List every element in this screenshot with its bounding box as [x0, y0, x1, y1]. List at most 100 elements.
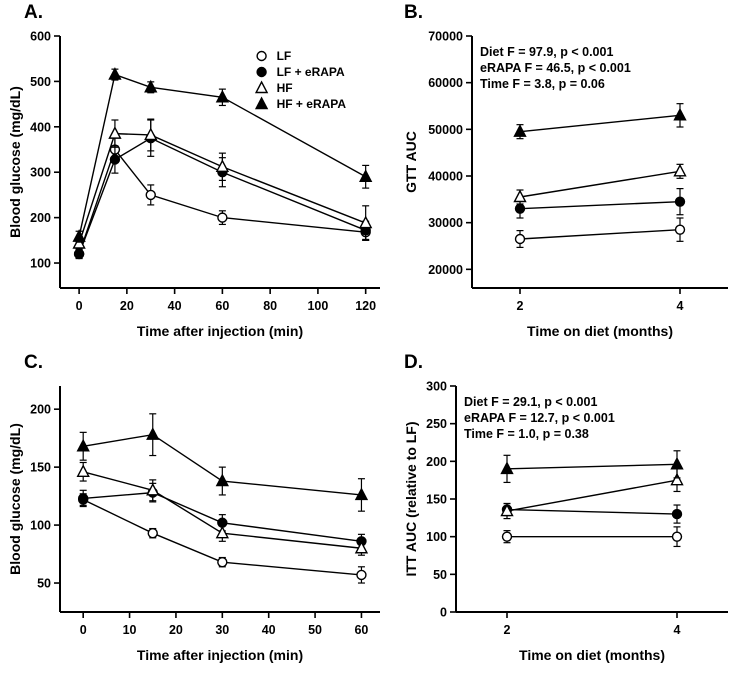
- chart-A-gtt-curves: 0 20 40 60 80 100 120 100 200 300 400 500 600 Time af…: [7, 30, 380, 339]
- series-line-HF+eRAPA: [506, 463, 678, 470]
- data-point-marker: [256, 50, 267, 62]
- y-tick-label: 100: [30, 257, 51, 271]
- series-line-HF: [506, 479, 678, 512]
- panel-B: B. 2 4 20000 30000 40000 50000 60000 70000 Time …: [402, 2, 746, 348]
- data-point-marker: [514, 233, 526, 245]
- x-tick-label: 0: [76, 299, 83, 313]
- y-tick-label: 200: [30, 403, 51, 417]
- data-point-marker: [670, 456, 684, 470]
- data-point-marker: [215, 525, 229, 539]
- panel-label-A: A.: [24, 2, 43, 23]
- panel-label-D: D.: [404, 352, 423, 373]
- y-tick-label: 200: [426, 455, 447, 469]
- stats-annotation-line: Diet F = 29.1, p < 0.001: [464, 395, 597, 409]
- data-point-marker: [674, 224, 686, 235]
- x-tick-label: 100: [307, 299, 328, 313]
- y-tick-label: 100: [426, 530, 447, 544]
- y-tick-label: 500: [30, 75, 51, 89]
- x-tick-label: 40: [262, 623, 276, 637]
- x-tick-label: 4: [674, 623, 681, 637]
- x-tick-label: 80: [263, 299, 277, 313]
- data-point-marker: [354, 487, 369, 501]
- y-tick-label: 300: [30, 166, 51, 180]
- stats-annotation-line: Time F = 1.0, p = 0.38: [464, 427, 589, 441]
- data-point-marker: [671, 508, 683, 520]
- data-point-marker: [76, 464, 90, 477]
- data-point-marker: [673, 107, 687, 121]
- data-point-marker: [671, 531, 683, 542]
- x-tick-label: 2: [504, 623, 511, 637]
- data-point-marker: [146, 482, 160, 496]
- series-line-LF: [82, 498, 362, 576]
- data-point-marker: [109, 154, 121, 165]
- y-tick-label: 250: [426, 417, 447, 431]
- x-tick-label: 60: [354, 623, 368, 637]
- data-point-marker: [513, 124, 527, 137]
- y-tick-label: 600: [30, 30, 51, 44]
- y-tick-label: 300: [426, 380, 447, 394]
- data-point-marker: [254, 80, 269, 94]
- stats-annotation-line: Time F = 3.8, p = 0.06: [480, 77, 605, 91]
- legend-label: HF: [277, 81, 293, 95]
- series-line-LF+eRAPA: [83, 491, 362, 542]
- data-point-marker: [76, 438, 90, 452]
- data-point-marker: [146, 427, 160, 440]
- y-tick-label: 150: [30, 461, 51, 475]
- data-point-marker: [72, 235, 86, 249]
- y-tick-label: 30000: [428, 216, 463, 230]
- panel-label-C: C.: [24, 352, 43, 373]
- data-point-marker: [500, 461, 514, 475]
- data-point-marker: [514, 203, 526, 214]
- x-tick-label: 120: [355, 299, 376, 313]
- data-point-marker: [108, 67, 122, 80]
- y-axis-title: Blood glucose (mg/dL): [7, 86, 23, 238]
- panel-C: C. 0 10 20 30 40 50 60 50 100 150 200 Time after in…: [6, 352, 398, 672]
- x-tick-label: 4: [677, 299, 684, 313]
- x-tick-label: 10: [123, 623, 137, 637]
- data-point-marker: [513, 189, 527, 203]
- data-point-marker: [356, 569, 367, 581]
- data-point-marker: [72, 229, 86, 242]
- legend-label: LF + eRAPA: [277, 65, 345, 79]
- y-tick-label: 50: [37, 577, 51, 591]
- series-line-LF+eRAPA: [506, 508, 678, 515]
- series-line-HF: [519, 170, 681, 198]
- data-point-marker: [215, 159, 230, 172]
- data-point-marker: [147, 527, 158, 539]
- y-tick-label: 400: [30, 120, 51, 134]
- data-point-marker: [77, 493, 89, 504]
- y-tick-label: 150: [426, 493, 447, 507]
- chart-B-gtt-auc: 2 4 20000 30000 40000 50000 60000 70000 Time on …: [403, 30, 728, 339]
- chart-D-itt-auc: 2 4 0 50 100 150 200 250 300 Time on diet (months…: [403, 380, 728, 663]
- data-point-marker: [144, 127, 158, 141]
- data-point-marker: [145, 189, 156, 201]
- x-axis-title: Time after injection (min): [137, 647, 303, 663]
- x-axis-title: Time on diet (months): [527, 323, 673, 339]
- data-point-marker: [215, 473, 229, 487]
- data-point-marker: [501, 531, 513, 542]
- data-point-marker: [144, 79, 158, 93]
- x-axis-title: Time on diet (months): [519, 647, 665, 663]
- y-tick-label: 50: [433, 568, 447, 582]
- data-point-marker: [674, 196, 686, 207]
- data-point-marker: [256, 66, 267, 78]
- stats-annotation-line: eRAPA F = 46.5, p < 0.001: [480, 61, 631, 75]
- series-line-HF+eRAPA: [83, 433, 362, 496]
- series-line-HF+eRAPA: [519, 114, 681, 133]
- data-point-marker: [670, 472, 684, 486]
- series-line-LF+eRAPA: [519, 200, 681, 210]
- data-point-marker: [254, 96, 269, 110]
- x-tick-label: 20: [169, 623, 183, 637]
- x-tick-label: 30: [215, 623, 229, 637]
- data-point-marker: [217, 212, 228, 223]
- y-tick-label: 40000: [428, 170, 463, 184]
- series-line-HF: [83, 471, 362, 549]
- panel-A: A. 0 20 40 60 80 100 120 100 200 300 400 500 600 Time…: [6, 2, 398, 348]
- y-tick-label: 50000: [428, 123, 463, 137]
- x-axis-title: Time after injection (min): [137, 323, 303, 339]
- data-point-marker: [354, 540, 369, 554]
- legend-label: LF: [277, 49, 292, 63]
- x-tick-label: 2: [517, 299, 524, 313]
- y-axis-title: Blood glucose (mg/dL): [7, 423, 23, 575]
